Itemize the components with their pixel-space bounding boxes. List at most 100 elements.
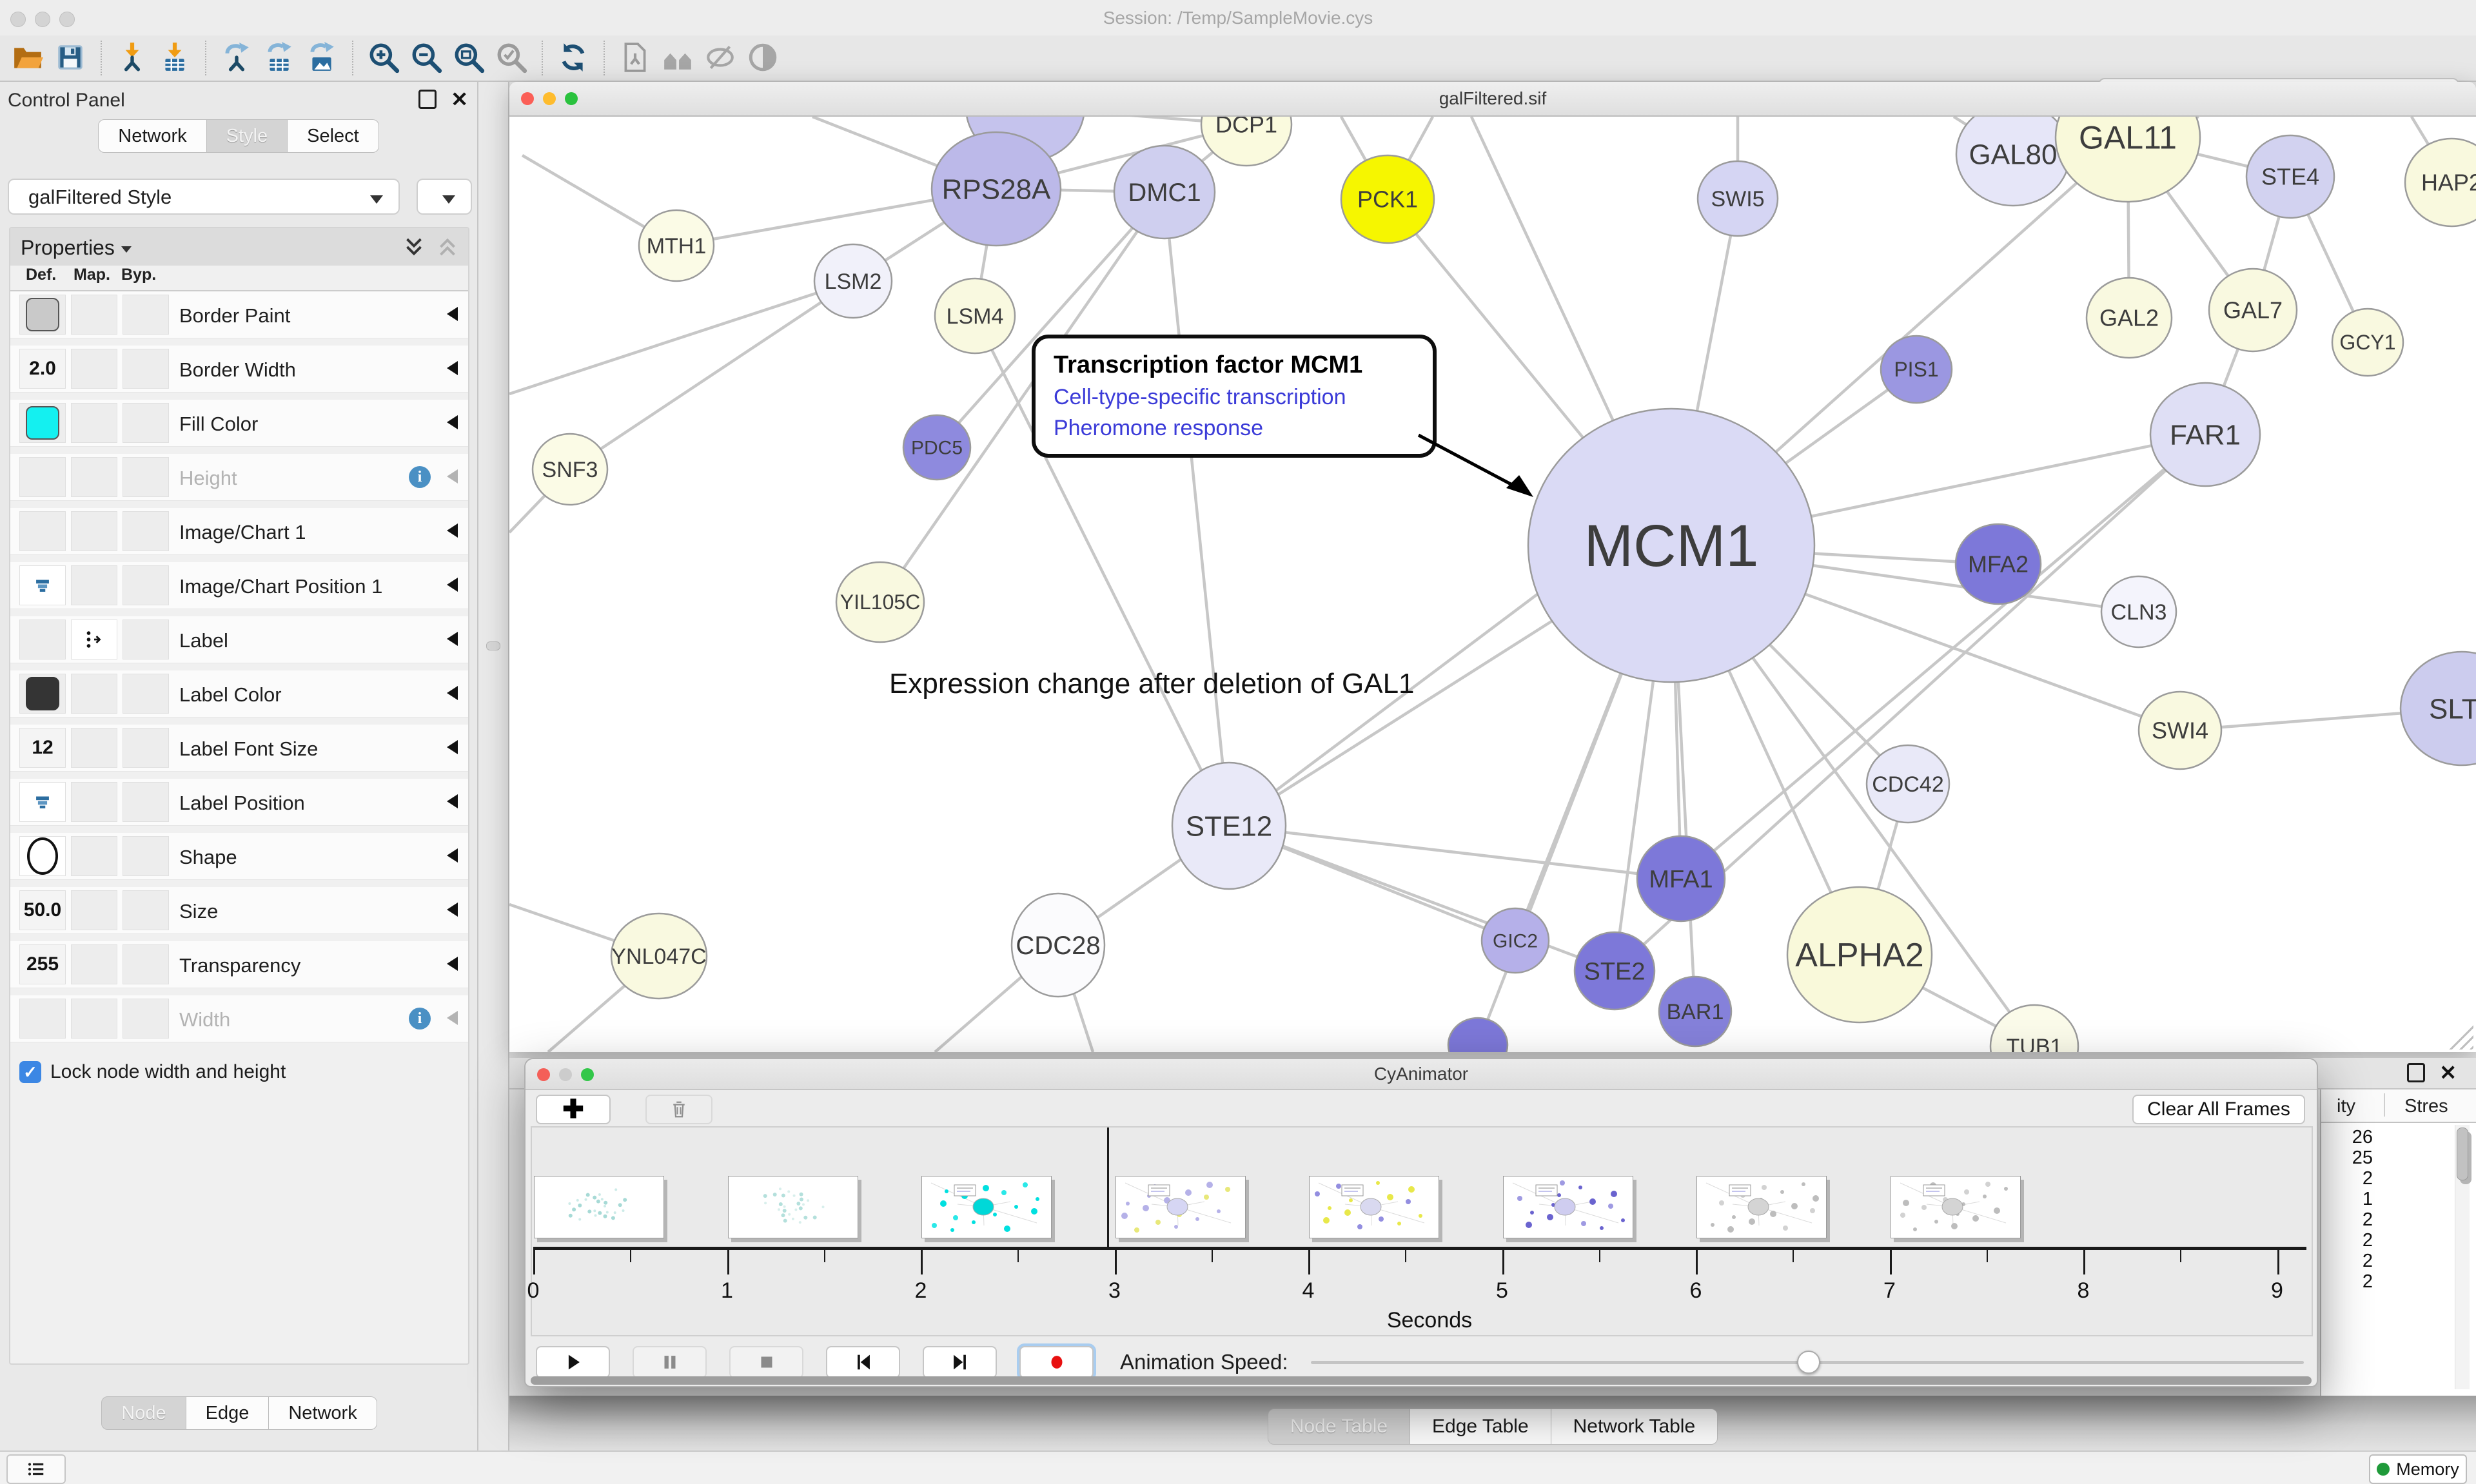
network-minimize-button[interactable] (543, 92, 556, 105)
timeline-frame-2[interactable] (921, 1176, 1052, 1238)
annotation-link[interactable]: Cell-type-specific transcription (1054, 385, 1346, 409)
network-node-nodeb[interactable] (1447, 1017, 1509, 1052)
timeline-frame-4[interactable] (1309, 1176, 1439, 1238)
mapping-cell[interactable] (71, 890, 117, 930)
mapping-cell[interactable] (71, 944, 117, 984)
animator-zoom-button[interactable] (581, 1068, 594, 1081)
animator-minimize-button[interactable] (559, 1068, 572, 1081)
default-value-cell[interactable]: 255 (19, 944, 66, 984)
network-node-GAL2[interactable]: GAL2 (2085, 277, 2173, 359)
style-options-button[interactable] (417, 179, 472, 215)
tab-style[interactable]: Style (206, 119, 288, 153)
animation-speed-slider[interactable] (1310, 1346, 2304, 1378)
toolbar-zoom-in-button[interactable] (362, 38, 405, 78)
tab-select[interactable]: Select (288, 119, 379, 153)
property-row-label-position[interactable]: Label Position (10, 779, 468, 826)
bypass-cell[interactable] (123, 620, 169, 659)
divider-grip-icon[interactable] (486, 641, 500, 650)
property-row-height[interactable]: Height i (10, 454, 468, 501)
delete-frame-button[interactable] (645, 1095, 712, 1124)
toolbar-group-button[interactable] (656, 38, 699, 78)
network-node-GAL7[interactable]: GAL7 (2208, 268, 2298, 353)
toolbar-doc-network-button[interactable] (614, 38, 656, 78)
mapping-cell[interactable] (71, 674, 117, 714)
bypass-cell[interactable] (123, 349, 169, 389)
task-history-button[interactable] (6, 1454, 66, 1484)
property-row-border-width[interactable]: 2.0 Border Width (10, 346, 468, 393)
mapping-cell[interactable] (71, 349, 117, 389)
position-icon[interactable] (19, 782, 66, 822)
network-node-FAR1[interactable]: FAR1 (2149, 382, 2261, 487)
expand-property-icon[interactable] (447, 957, 458, 971)
network-node-HAP2[interactable]: HAP2 (2404, 137, 2476, 228)
window-close-button[interactable] (10, 12, 26, 27)
mapping-cell[interactable] (71, 511, 117, 551)
network-node-STE12[interactable]: STE12 (1171, 761, 1287, 890)
default-value-cell[interactable] (19, 511, 66, 551)
mcm1-annotation-box[interactable]: Transcription factor MCM1 Cell-type-spec… (1032, 335, 1437, 458)
network-zoom-button[interactable] (565, 92, 578, 105)
network-node-DMC1[interactable]: DMC1 (1113, 144, 1216, 240)
memory-button[interactable]: Memory (2369, 1454, 2467, 1484)
network-node-GIC2[interactable]: GIC2 (1480, 907, 1550, 974)
table-column-header[interactable]: Stres (2404, 1096, 2448, 1117)
record-button[interactable] (1019, 1346, 1094, 1378)
expand-property-icon[interactable] (447, 903, 458, 917)
play-button[interactable] (536, 1346, 610, 1378)
network-node-PIS1[interactable]: PIS1 (1880, 335, 1953, 404)
property-row-shape[interactable]: Shape (10, 833, 468, 880)
chevron-down-icon[interactable] (121, 246, 132, 253)
timeline-frame-3[interactable] (1115, 1176, 1246, 1238)
network-node-RPS28A[interactable]: RPS28A (930, 131, 1062, 247)
expand-property-icon[interactable] (447, 578, 458, 592)
timeline-frame-5[interactable] (1502, 1176, 1633, 1238)
timeline-frame-1[interactable] (727, 1176, 858, 1238)
tab-edge[interactable]: Edge (186, 1396, 270, 1430)
toolbar-open-button[interactable] (6, 38, 49, 78)
table-column-header[interactable]: ity (2337, 1096, 2355, 1117)
tab-node-table[interactable]: Node Table (1267, 1409, 1411, 1445)
network-node-STE4[interactable]: STE4 (2245, 134, 2335, 219)
toolbar-import-table-button[interactable] (153, 38, 196, 78)
mapping-cell[interactable] (71, 565, 117, 605)
default-value-cell[interactable] (19, 620, 66, 659)
window-zoom-button[interactable] (59, 12, 75, 27)
toolbar-hide-button[interactable] (699, 38, 742, 78)
bypass-cell[interactable] (123, 836, 169, 876)
network-canvas[interactable]: RPS28B DCP1 RPS28A DMC1 PCK1 SWI5 GAL80 GAL11 ST… (509, 117, 2476, 1052)
network-node-PCK1[interactable]: PCK1 (1340, 154, 1435, 244)
network-node-LSM2[interactable]: LSM2 (813, 243, 893, 319)
network-node-CLN3[interactable]: CLN3 (2100, 575, 2177, 649)
expand-property-icon[interactable] (447, 361, 458, 375)
lock-node-size-checkbox[interactable]: ✓ (19, 1061, 41, 1083)
network-close-button[interactable] (521, 92, 534, 105)
expand-property-icon[interactable] (447, 1011, 458, 1025)
annotation-link[interactable]: Pheromone response (1054, 416, 1264, 440)
slider-handle[interactable] (1797, 1351, 1821, 1374)
network-node-SWI5[interactable]: SWI5 (1696, 160, 1779, 237)
default-value-cell[interactable] (19, 403, 66, 443)
network-node-LSM4[interactable]: LSM4 (934, 277, 1016, 355)
timeline-scrollbar[interactable] (531, 1376, 2312, 1385)
mapping-icon[interactable] (71, 620, 117, 659)
bypass-cell[interactable] (123, 890, 169, 930)
network-node-GAL80[interactable]: GAL80 (1955, 117, 2071, 207)
close-panel-icon[interactable]: ✕ (451, 88, 468, 111)
default-value-cell[interactable]: 2.0 (19, 349, 66, 389)
toolbar-show-button[interactable] (742, 38, 784, 78)
timeline-playhead[interactable] (1107, 1128, 1109, 1248)
property-row-border-paint[interactable]: Border Paint (10, 291, 468, 338)
bypass-cell[interactable] (123, 782, 169, 822)
network-node-YIL105C[interactable]: YIL105C (835, 561, 925, 643)
mapping-cell[interactable] (71, 836, 117, 876)
network-node-GAL11[interactable]: GAL11 (2054, 117, 2201, 203)
timeline-frame-0[interactable] (534, 1176, 664, 1238)
expand-property-icon[interactable] (447, 523, 458, 538)
network-node-MFA1[interactable]: MFA1 (1636, 835, 1726, 923)
tab-network[interactable]: Network (269, 1396, 377, 1430)
expand-property-icon[interactable] (447, 632, 458, 646)
toolbar-export-network-button[interactable] (215, 38, 258, 78)
network-node-SNF3[interactable]: SNF3 (531, 433, 609, 506)
close-table-panel-icon[interactable]: ✕ (2439, 1061, 2457, 1084)
tab-edge-table[interactable]: Edge Table (1410, 1409, 1551, 1445)
